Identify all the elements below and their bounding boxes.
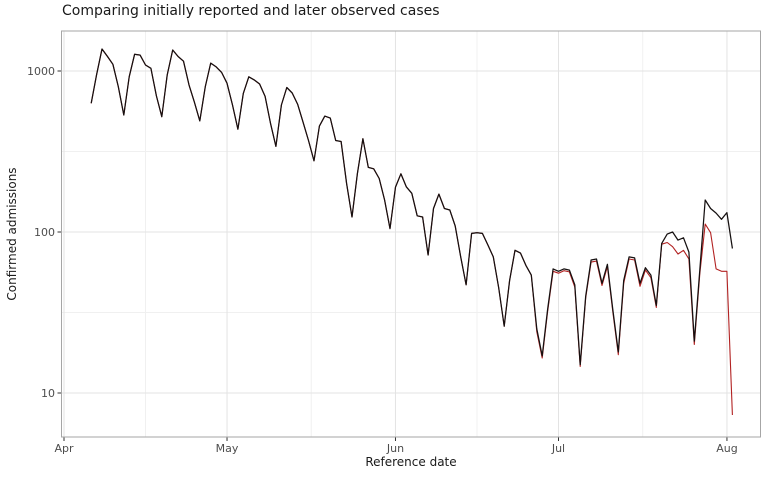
grid-major: [61, 31, 761, 437]
axis-ticks: [57, 70, 728, 441]
grid-minor: [61, 31, 761, 437]
series-lines: [90, 48, 734, 416]
y-tick-label: 10: [41, 387, 55, 400]
x-tick-label: May: [216, 442, 239, 455]
panel-border: [61, 30, 761, 438]
x-tick-label: Apr: [54, 442, 74, 455]
chart-title: Comparing initially reported and later o…: [62, 3, 440, 19]
y-tick-labels: 10 100 1000: [27, 65, 55, 400]
series-line-later-observed: [90, 48, 734, 366]
x-tick-label: Jun: [386, 442, 404, 455]
y-tick-label: 1000: [27, 65, 55, 78]
x-tick-labels: Apr May Jun Jul Aug: [54, 442, 737, 455]
x-tick-label: Aug: [716, 442, 737, 455]
y-tick-label: 100: [34, 226, 55, 239]
x-axis-title: Reference date: [365, 455, 457, 469]
x-tick-label: Jul: [551, 442, 565, 455]
